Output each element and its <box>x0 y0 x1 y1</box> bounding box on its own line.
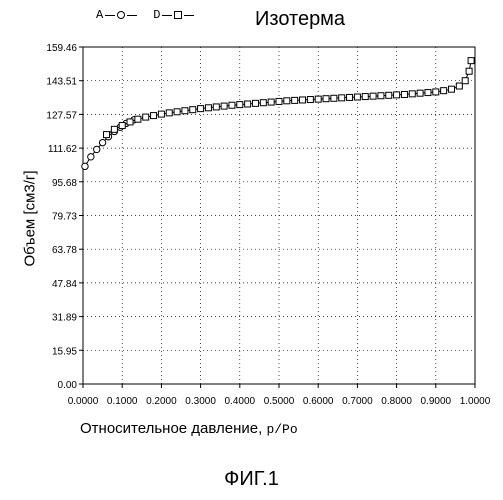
data-point-a <box>88 154 94 160</box>
x-tick-label: 0.6000 <box>303 396 334 407</box>
y-tick-label: 159.46 <box>46 43 77 54</box>
y-axis-label: Объем [см3/г] <box>22 139 39 299</box>
data-point-d <box>237 102 243 108</box>
data-point-d <box>245 101 251 107</box>
y-tick-label: 31.89 <box>52 313 77 324</box>
data-point-d <box>370 93 376 99</box>
data-point-d <box>111 126 117 132</box>
data-point-d <box>307 97 313 103</box>
data-point-d <box>323 96 329 102</box>
x-axis-label-unit: p/Po <box>266 422 297 437</box>
data-point-d <box>401 91 407 97</box>
y-tick-label: 143.51 <box>46 77 77 88</box>
data-point-d <box>441 88 447 94</box>
data-point-d <box>260 100 266 106</box>
data-point-d <box>433 89 439 95</box>
data-point-d <box>221 103 227 109</box>
data-point-d <box>362 94 368 100</box>
data-point-d <box>466 68 472 74</box>
data-point-d <box>229 102 235 108</box>
y-tick-label: 111.62 <box>48 144 78 155</box>
data-point-a <box>82 163 88 169</box>
data-point-d <box>143 114 149 120</box>
data-point-d <box>205 105 211 111</box>
y-tick-label: 15.95 <box>52 346 77 357</box>
data-point-d <box>425 90 431 96</box>
data-point-d <box>252 100 258 106</box>
x-tick-label: 1.0000 <box>460 396 491 407</box>
data-point-a <box>99 139 105 145</box>
x-tick-label: 0.1000 <box>107 396 138 407</box>
data-point-d <box>174 109 180 115</box>
data-point-d <box>292 97 298 103</box>
data-point-d <box>198 106 204 112</box>
data-point-d <box>409 91 415 97</box>
data-point-d <box>468 58 474 64</box>
data-point-d <box>354 94 360 100</box>
data-point-a <box>94 146 100 152</box>
x-tick-label: 0.7000 <box>342 396 373 407</box>
x-tick-label: 0.4000 <box>225 396 256 407</box>
data-point-d <box>158 111 164 117</box>
data-point-d <box>135 116 141 122</box>
y-tick-label: 95.68 <box>52 178 77 189</box>
x-tick-label: 0.9000 <box>421 396 452 407</box>
data-point-d <box>213 104 219 110</box>
data-point-d <box>394 92 400 98</box>
data-point-d <box>182 108 188 114</box>
data-point-d <box>119 123 125 129</box>
figure-caption: ФИГ.1 <box>0 468 503 491</box>
data-point-d <box>448 86 454 92</box>
y-tick-label: 63.78 <box>52 245 77 256</box>
data-point-d <box>127 119 133 125</box>
data-point-d <box>284 98 290 104</box>
data-point-d <box>417 90 423 96</box>
x-tick-label: 0.2000 <box>146 396 177 407</box>
data-point-d <box>104 132 110 138</box>
data-point-d <box>339 95 345 101</box>
data-point-d <box>456 83 462 89</box>
data-point-d <box>276 98 282 104</box>
data-point-d <box>347 94 353 100</box>
data-point-d <box>151 113 157 119</box>
data-point-d <box>386 92 392 98</box>
x-tick-label: 0.5000 <box>264 396 295 407</box>
data-point-d <box>315 96 321 102</box>
data-point-d <box>190 107 196 113</box>
y-tick-label: 127.57 <box>46 110 77 121</box>
x-axis-label-text: Относительное давление, <box>80 420 262 437</box>
x-tick-label: 0.3000 <box>185 396 216 407</box>
x-tick-label: 0.0000 <box>68 396 99 407</box>
data-point-d <box>268 99 274 105</box>
data-point-d <box>166 110 172 116</box>
y-tick-label: 79.73 <box>52 212 77 223</box>
data-point-d <box>300 97 306 103</box>
y-tick-label: 0.00 <box>58 380 78 391</box>
data-point-d <box>331 95 337 101</box>
x-tick-label: 0.8000 <box>381 396 412 407</box>
data-point-d <box>462 78 468 84</box>
y-tick-label: 47.84 <box>52 279 77 290</box>
data-point-d <box>378 93 384 99</box>
x-axis-label: Относительное давление, p/Po <box>80 420 480 437</box>
